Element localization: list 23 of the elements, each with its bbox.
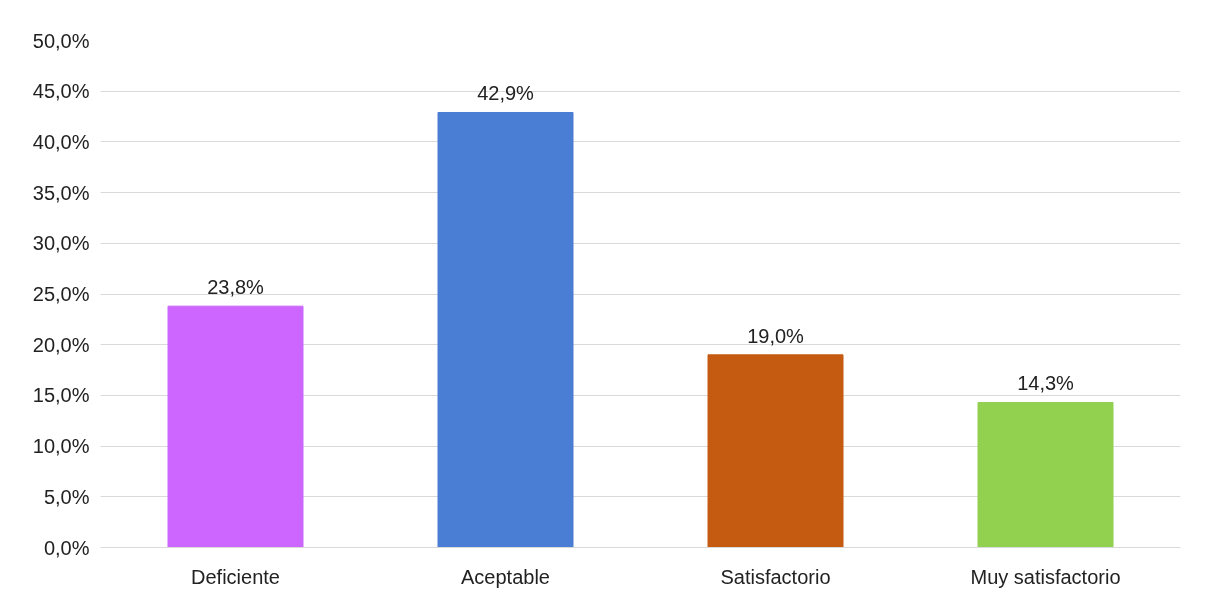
- y-tick-label: 30,0%: [32, 232, 90, 255]
- y-tick-label: 25,0%: [32, 283, 90, 305]
- bar: [167, 305, 304, 548]
- y-tick-label: 20,0%: [32, 333, 90, 356]
- bar: [437, 111, 574, 548]
- y-tick-label: 0,0%: [43, 536, 90, 559]
- y-tick-label: 15,0%: [32, 384, 90, 407]
- bar: [977, 402, 1114, 548]
- bar: [707, 354, 844, 548]
- y-tick-label: 10,0%: [32, 435, 90, 458]
- y-tick-label: 5,0%: [43, 485, 90, 508]
- x-tick-label: Aceptable: [461, 565, 550, 588]
- y-tick-label: 35,0%: [32, 181, 90, 204]
- y-tick-label: 40,0%: [32, 130, 90, 153]
- y-tick-label: 45,0%: [32, 80, 90, 103]
- x-tick-label: Satisfactorio: [720, 565, 831, 588]
- data-label: 19,0%: [747, 324, 805, 347]
- data-label: 42,9%: [477, 82, 535, 105]
- data-label: 23,8%: [207, 276, 265, 299]
- x-tick-label: Deficiente: [191, 565, 280, 588]
- x-tick-label: Muy satisfactorio: [970, 565, 1121, 588]
- y-tick-label: 50,0%: [32, 29, 90, 52]
- data-label: 14,3%: [1017, 372, 1075, 395]
